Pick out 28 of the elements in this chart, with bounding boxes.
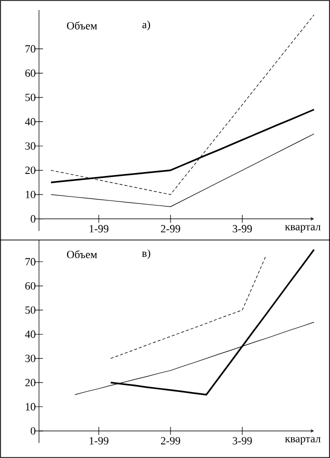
y-tick-label: 60 [25, 282, 36, 290]
y-tick-label: 30 [25, 142, 36, 150]
x-tick-label: 3-99 [232, 437, 252, 444]
y-tick-label: 70 [26, 45, 36, 53]
text: в) [142, 249, 150, 260]
y-tick-label: 50 [25, 306, 36, 314]
y-tick-label: 40 [25, 118, 36, 126]
x-tick-label: 3-99 [232, 225, 252, 232]
y-tick-label: 30 [25, 354, 36, 362]
x-tick-label: 2-99 [160, 225, 180, 232]
y-axis-title: Объем [67, 21, 97, 30]
text: а) [142, 20, 150, 30]
y-tick-label: 70 [26, 258, 36, 266]
x-axis-title: квартал [285, 437, 321, 445]
y-tick-label: 60 [25, 69, 36, 77]
y-tick-label: 50 [25, 94, 36, 102]
y-tick-label: 10 [26, 190, 36, 198]
x-tick-label: 1-99 [90, 437, 108, 444]
y-tick-label: 20 [25, 378, 36, 386]
x-tick-label: 2-99 [160, 437, 180, 444]
x-axis-title: квартал [285, 225, 321, 233]
y-tick-label: 0 [30, 215, 36, 223]
y-tick-label: 40 [25, 330, 36, 338]
y-tick-label: 10 [26, 403, 36, 410]
x-tick-label: 1-99 [90, 225, 108, 232]
y-axis-title: Объем [67, 250, 97, 258]
y-tick-label: 20 [25, 166, 36, 174]
y-tick-label: 0 [30, 427, 36, 435]
